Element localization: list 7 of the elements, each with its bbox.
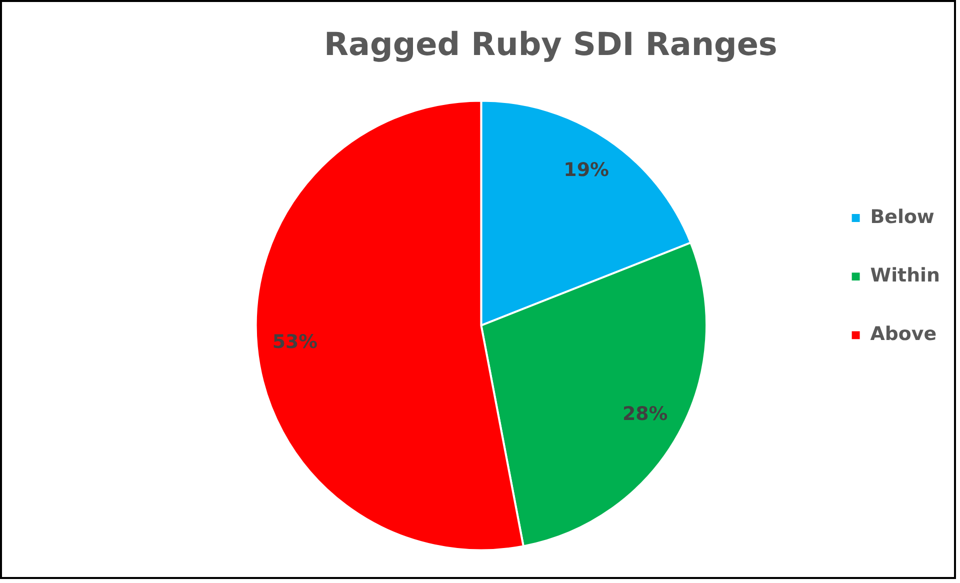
- legend-label: Within: [870, 264, 940, 286]
- legend-label: Below: [870, 206, 934, 228]
- data-label: 53%: [272, 330, 318, 353]
- legend-label: Above: [870, 323, 937, 346]
- data-label: 28%: [622, 403, 668, 426]
- chart-title: Ragged Ruby SDI Ranges: [324, 25, 778, 64]
- data-label: 19%: [564, 159, 610, 182]
